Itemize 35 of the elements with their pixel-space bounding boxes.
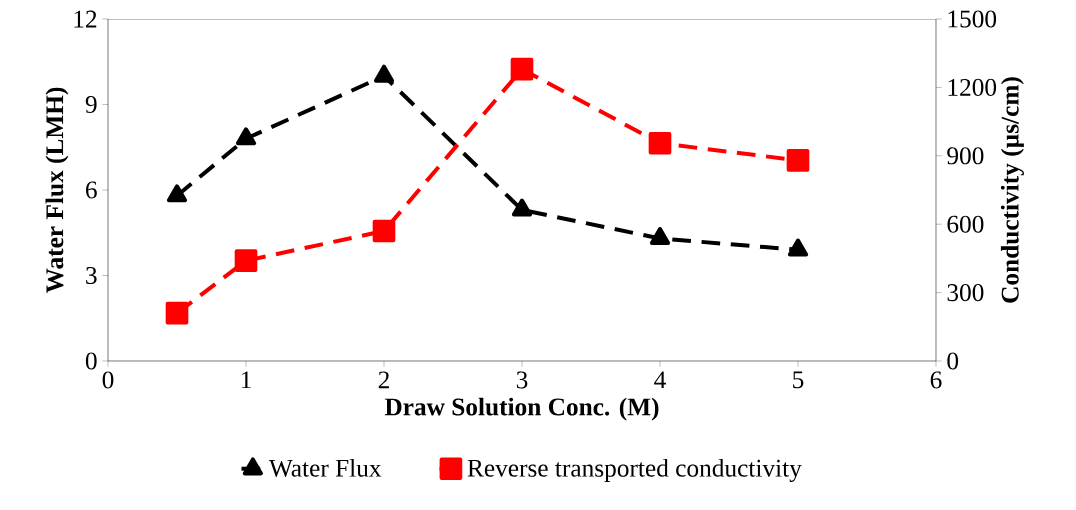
legend-label: Reverse transported conductivity [467,458,802,482]
y2-axis-title: Conductivity (µs/cm) [1000,77,1024,303]
y2-tick-label: 300 [947,284,984,302]
point [234,249,258,272]
point [786,149,810,172]
x-tick-label: 1 [241,371,251,389]
x-tick-label: 3 [516,371,528,389]
y-tick-label: 3 [86,266,97,284]
y2-tick-label: 900 [947,147,984,165]
point [166,184,188,203]
y-tick-label: 0 [85,352,97,370]
point [787,238,809,257]
point [235,127,257,146]
legend-label: Water Flux [268,458,382,477]
x-tick-label: 0 [102,371,114,389]
point [648,131,672,155]
y-tick-label: 9 [85,95,97,114]
point [511,198,533,217]
x-tick-label: 6 [930,371,942,389]
x-tick-label: 5 [793,371,804,389]
y2-tick-label: 600 [947,215,984,233]
y-tick-label: 12 [74,10,97,28]
y2-tick-label: 0 [947,352,959,370]
y-tick-label: 6 [86,181,97,199]
point [165,301,189,325]
point [373,64,395,83]
x-tick-label: 2 [378,371,389,389]
y-axis-title: Water Flux (LMH) [45,87,69,294]
point [372,219,396,243]
x-axis-title: Draw Solution Conc. (M) [384,397,659,421]
x-tick-label: 4 [654,371,666,389]
point [510,57,534,81]
y2-tick-label: 1200 [948,78,997,96]
y2-tick-label: 1500 [948,10,997,28]
point [649,227,671,246]
